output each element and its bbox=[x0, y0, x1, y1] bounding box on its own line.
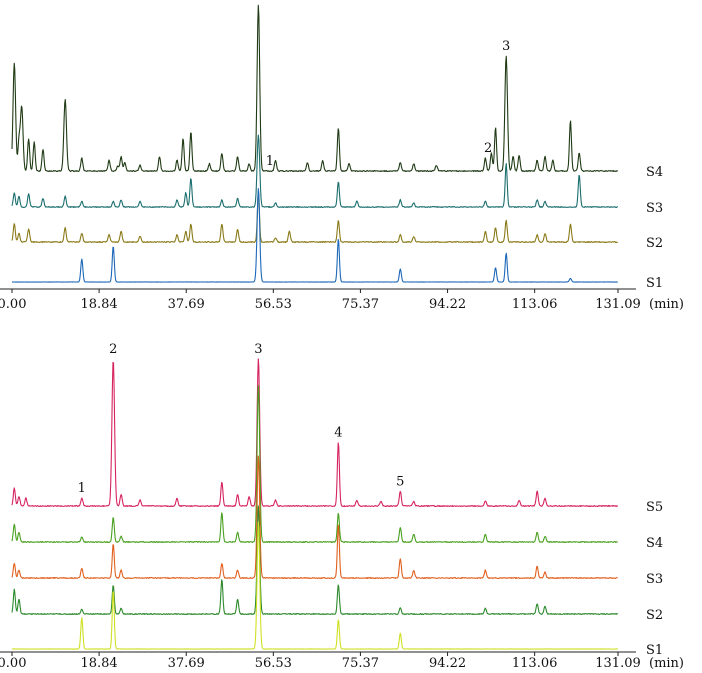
trace-s4 bbox=[11, 384, 619, 544]
peak-annotation: 1 bbox=[78, 481, 86, 496]
x-tick-label: 0.00 bbox=[0, 297, 26, 312]
trace-s3 bbox=[11, 455, 618, 580]
x-tick-label: 131.09 bbox=[595, 297, 641, 312]
x-tick-label: 0.00 bbox=[0, 656, 26, 671]
x-tick-label: 56.53 bbox=[255, 656, 292, 671]
trace-s1 bbox=[11, 188, 618, 283]
peak-annotation: 3 bbox=[502, 39, 510, 54]
x-tick-label: 37.69 bbox=[168, 297, 205, 312]
x-tick-label: 75.37 bbox=[342, 656, 379, 671]
peak-annotation: 2 bbox=[109, 342, 117, 357]
trace-label-s4: S4 bbox=[646, 165, 663, 180]
trace-s3 bbox=[11, 134, 618, 208]
x-tick-label: 94.22 bbox=[429, 656, 466, 671]
trace-s2 bbox=[11, 191, 618, 244]
x-tick-label: 75.37 bbox=[342, 297, 379, 312]
x-tick-label: 131.09 bbox=[595, 656, 641, 671]
trace-s5 bbox=[11, 358, 619, 508]
x-tick-label: 18.84 bbox=[80, 656, 117, 671]
peak-annotation: 2 bbox=[484, 141, 492, 156]
x-tick-label: 18.84 bbox=[80, 297, 117, 312]
trace-label-s4: S4 bbox=[646, 536, 663, 551]
x-tick-label: 94.22 bbox=[429, 297, 466, 312]
x-tick-label: 56.53 bbox=[255, 297, 292, 312]
x-tick-label: 113.06 bbox=[512, 297, 558, 312]
chromatogram-panel-top: 0.00 18.84 37.69 56.53 75.37 94.22 113.06 131.0… bbox=[0, 4, 684, 312]
trace-s4 bbox=[11, 4, 619, 173]
trace-label-s1: S1 bbox=[646, 643, 663, 658]
peak-annotation: 3 bbox=[254, 342, 262, 357]
trace-label-s1: S1 bbox=[646, 276, 663, 291]
trace-s2 bbox=[11, 505, 618, 616]
trace-label-s2: S2 bbox=[646, 236, 663, 251]
trace-label-s2: S2 bbox=[646, 608, 663, 623]
peak-annotation: 1 bbox=[266, 154, 274, 169]
x-tick-label: 113.06 bbox=[512, 656, 558, 671]
chromatogram-panel-bottom: 0.00 18.84 37.69 56.53 75.37 94.22 113.06 131.0… bbox=[0, 342, 684, 671]
peak-annotation: 4 bbox=[334, 425, 342, 440]
x-tick-label: 37.69 bbox=[168, 656, 205, 671]
trace-label-s3: S3 bbox=[646, 572, 663, 587]
trace-s1 bbox=[11, 521, 619, 650]
trace-label-s3: S3 bbox=[646, 201, 663, 216]
x-axis-label: (min) bbox=[649, 656, 684, 671]
peak-annotation: 5 bbox=[396, 474, 404, 489]
trace-label-s5: S5 bbox=[646, 500, 663, 515]
x-axis-label: (min) bbox=[649, 297, 684, 312]
